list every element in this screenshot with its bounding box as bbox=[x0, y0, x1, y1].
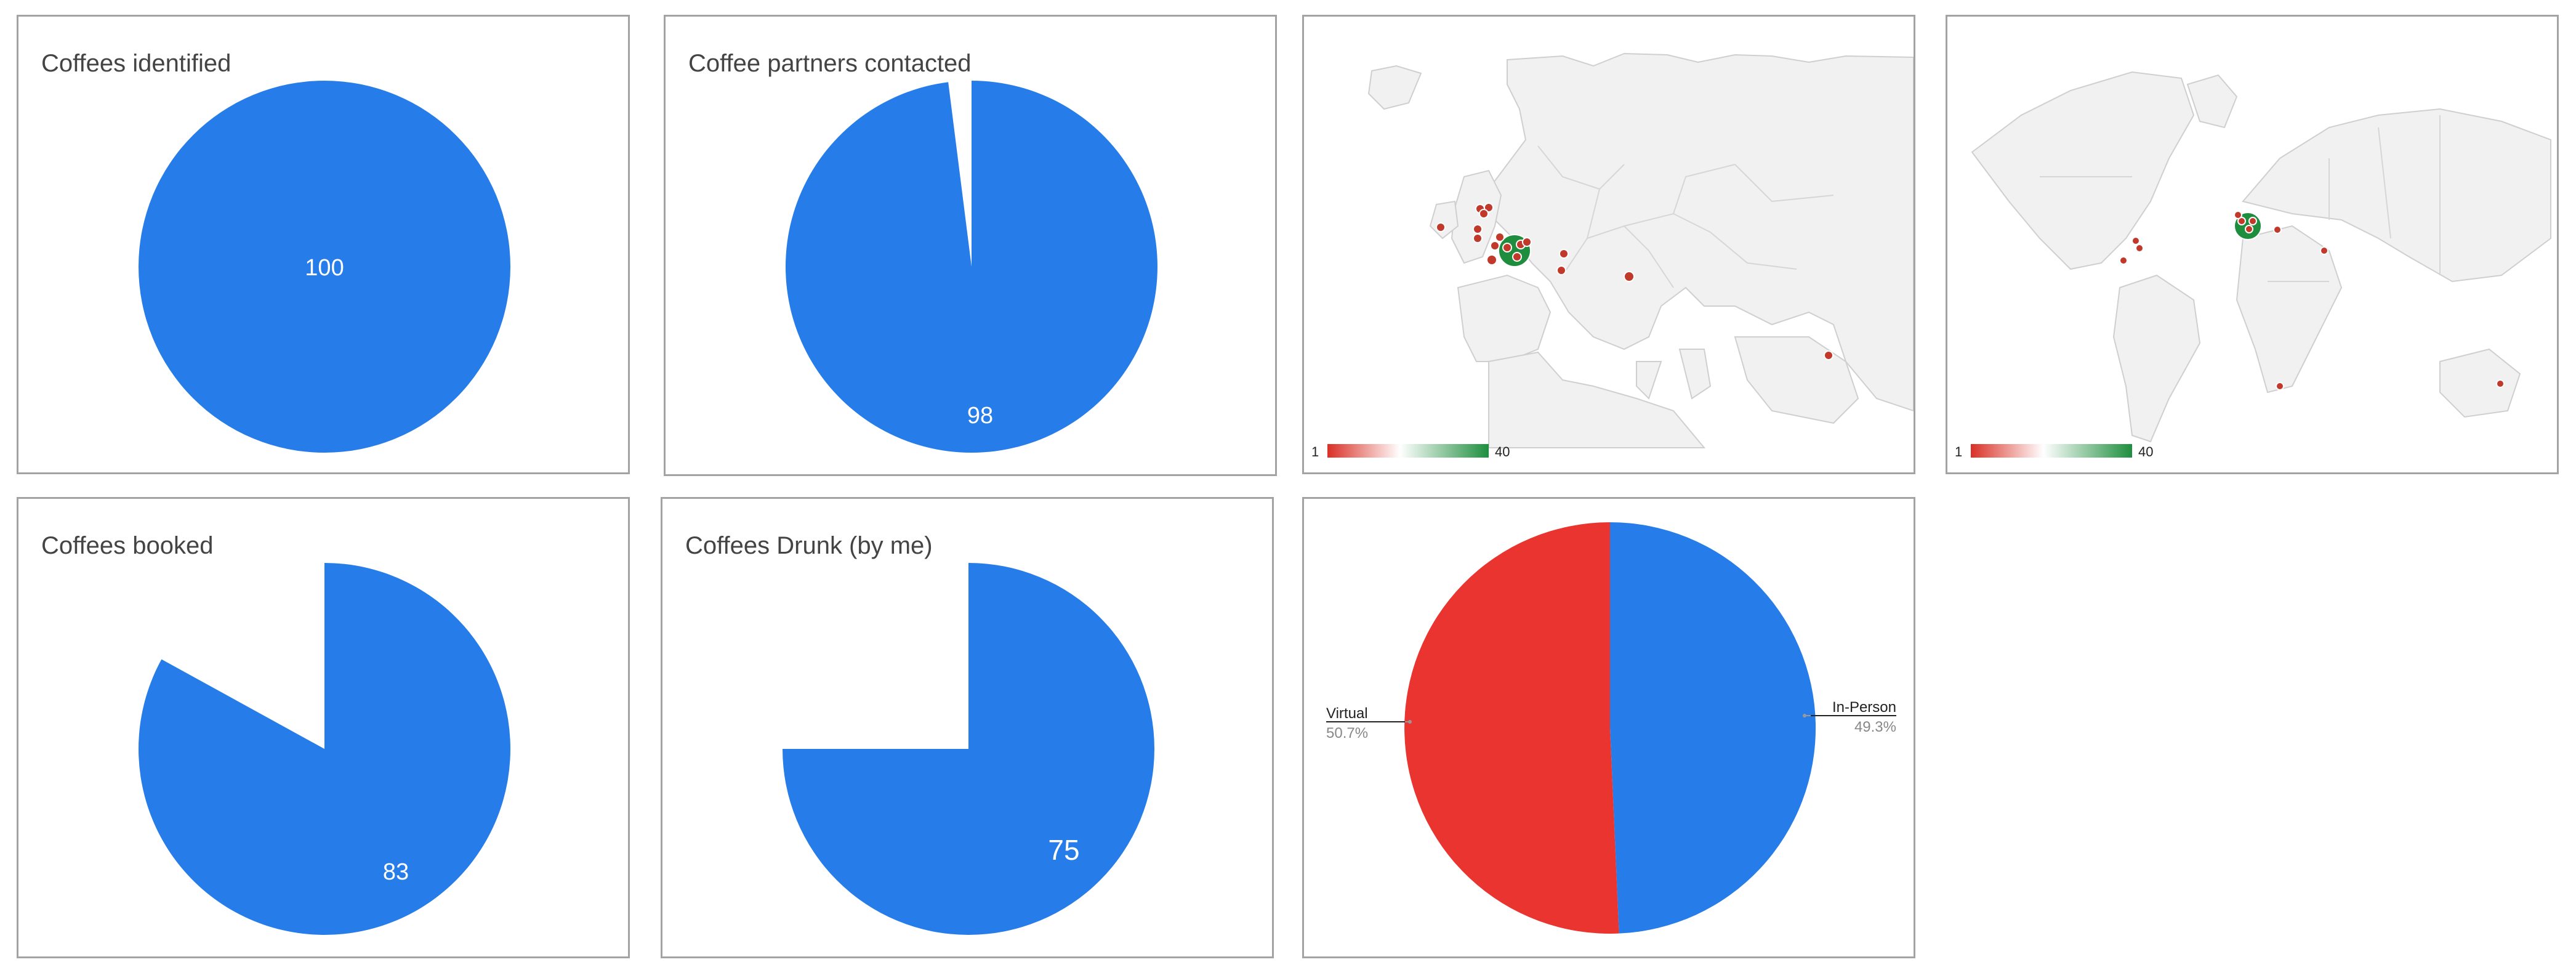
map-marker[interactable] bbox=[2320, 246, 2328, 255]
map-markers bbox=[1436, 203, 1833, 360]
country-borders bbox=[1537, 145, 1834, 288]
pie-slice-virtual[interactable] bbox=[1404, 522, 1619, 934]
pie-slice-label: 100 bbox=[305, 255, 344, 281]
map-markers bbox=[2119, 211, 2505, 390]
pie-slice-in-person[interactable] bbox=[1610, 522, 1816, 934]
map-marker[interactable] bbox=[1502, 243, 1512, 253]
chart-title: Coffees booked bbox=[41, 532, 214, 559]
pie-slice-contacted[interactable] bbox=[785, 81, 1157, 453]
country-borders bbox=[2040, 115, 2441, 282]
map-marker[interactable] bbox=[2237, 217, 2246, 225]
map-marker[interactable] bbox=[2131, 236, 2140, 245]
map-marker[interactable] bbox=[2248, 217, 2257, 225]
europe-map-svg: 1 40 bbox=[1304, 52, 1914, 459]
map-marker[interactable] bbox=[1624, 271, 1635, 282]
chart-coffees-identified: Coffees identified 100 bbox=[17, 15, 630, 474]
map-marker[interactable] bbox=[2135, 244, 2144, 253]
geo-chart-world: 1 40 bbox=[1946, 15, 2559, 474]
chart-coffees-booked: Coffees booked 83 bbox=[17, 497, 630, 958]
map-marker[interactable] bbox=[1479, 209, 1489, 219]
world-map-svg: 1 40 bbox=[1955, 71, 2551, 459]
chart-coffee-partners-contacted: Coffee partners contacted 98 bbox=[664, 15, 1277, 476]
color-axis-max: 40 bbox=[2138, 444, 2153, 459]
map-marker[interactable] bbox=[1559, 249, 1569, 259]
color-axis-min: 1 bbox=[1311, 444, 1319, 459]
legend-label-in-person: In-Person bbox=[1832, 699, 1896, 716]
pie-chart-svg: In-Person 49.3% Virtual 50.7% bbox=[1326, 522, 1896, 934]
map-marker[interactable] bbox=[1512, 252, 1522, 262]
pie-slice-drunk[interactable] bbox=[783, 563, 1154, 935]
chart-title: Coffees identified bbox=[41, 50, 231, 77]
legend-percent-in-person: 49.3% bbox=[1854, 719, 1896, 735]
color-axis-max: 40 bbox=[1495, 444, 1510, 459]
map-marker[interactable] bbox=[1436, 222, 1446, 232]
pie-slice-booked[interactable] bbox=[139, 563, 511, 935]
map-marker[interactable] bbox=[2276, 382, 2284, 390]
landmass bbox=[1367, 52, 1914, 448]
map-marker[interactable] bbox=[2119, 256, 2128, 265]
map-marker[interactable] bbox=[2234, 211, 2242, 219]
leader-dot bbox=[1803, 714, 1806, 717]
map-marker[interactable] bbox=[2496, 379, 2505, 388]
map-marker[interactable] bbox=[1490, 241, 1500, 251]
leader-dot bbox=[1408, 720, 1412, 724]
pie-slice-identified[interactable] bbox=[139, 81, 510, 453]
map-marker[interactable] bbox=[1824, 350, 1833, 360]
map-marker[interactable] bbox=[1556, 265, 1566, 275]
map-marker[interactable] bbox=[1486, 254, 1497, 265]
map-marker[interactable] bbox=[1473, 224, 1483, 234]
chart-in-person-vs-virtual: In-Person 49.3% Virtual 50.7% bbox=[1302, 497, 1915, 958]
chart-coffees-drunk: Coffees Drunk (by me) 75 bbox=[661, 497, 1274, 958]
color-axis-legend bbox=[1327, 444, 1489, 458]
map-marker[interactable] bbox=[2273, 225, 2282, 234]
map-marker[interactable] bbox=[2245, 225, 2253, 233]
map-marker[interactable] bbox=[1522, 237, 1532, 247]
landmass bbox=[1971, 71, 2551, 443]
legend-label-virtual: Virtual bbox=[1326, 705, 1368, 722]
color-axis-min: 1 bbox=[1955, 444, 1962, 459]
chart-title: Coffee partners contacted bbox=[688, 50, 972, 77]
pie-slice-label: 83 bbox=[383, 859, 409, 885]
map-marker[interactable] bbox=[1495, 232, 1505, 242]
geo-chart-europe: 1 40 bbox=[1302, 15, 1915, 474]
color-axis-legend bbox=[1971, 444, 2132, 458]
map-marker[interactable] bbox=[1473, 233, 1483, 243]
pie-chart-svg: 100 bbox=[139, 81, 510, 453]
legend-percent-virtual: 50.7% bbox=[1326, 725, 1368, 742]
pie-slice-label: 98 bbox=[967, 403, 993, 429]
pie-chart-svg: 83 bbox=[139, 563, 511, 935]
pie-chart-svg: 75 bbox=[783, 563, 1154, 935]
pie-chart-svg: 98 bbox=[785, 81, 1157, 453]
chart-title: Coffees Drunk (by me) bbox=[685, 532, 933, 559]
pie-slice-label: 75 bbox=[1048, 834, 1079, 866]
